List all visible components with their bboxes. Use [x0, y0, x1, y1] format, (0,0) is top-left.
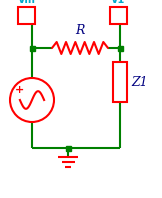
Bar: [29, 46, 35, 50]
Text: V1: V1: [111, 0, 126, 5]
Text: Z1: Z1: [131, 75, 148, 89]
Bar: [65, 146, 70, 150]
Bar: [117, 46, 122, 50]
Bar: [110, 7, 127, 24]
Text: Vin: Vin: [17, 0, 35, 5]
Text: +: +: [15, 85, 24, 95]
Bar: [113, 62, 127, 102]
Text: R: R: [75, 24, 85, 37]
Bar: [18, 7, 35, 24]
